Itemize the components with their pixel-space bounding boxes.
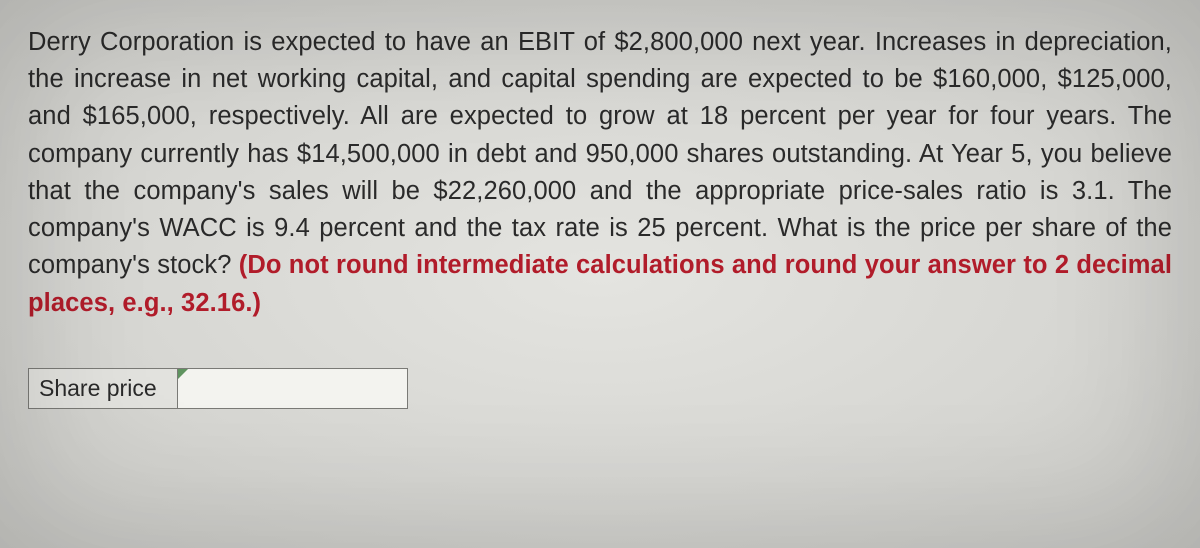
- answer-row: Share price: [28, 368, 1172, 409]
- problem-text: Derry Corporation is expected to have an…: [28, 24, 1172, 322]
- answer-label: Share price: [39, 375, 157, 402]
- page: Derry Corporation is expected to have an…: [0, 0, 1200, 548]
- answer-input-cell: [178, 368, 408, 409]
- share-price-input[interactable]: [178, 369, 407, 408]
- answer-label-cell: Share price: [28, 368, 178, 409]
- problem-body: Derry Corporation is expected to have an…: [28, 28, 1172, 279]
